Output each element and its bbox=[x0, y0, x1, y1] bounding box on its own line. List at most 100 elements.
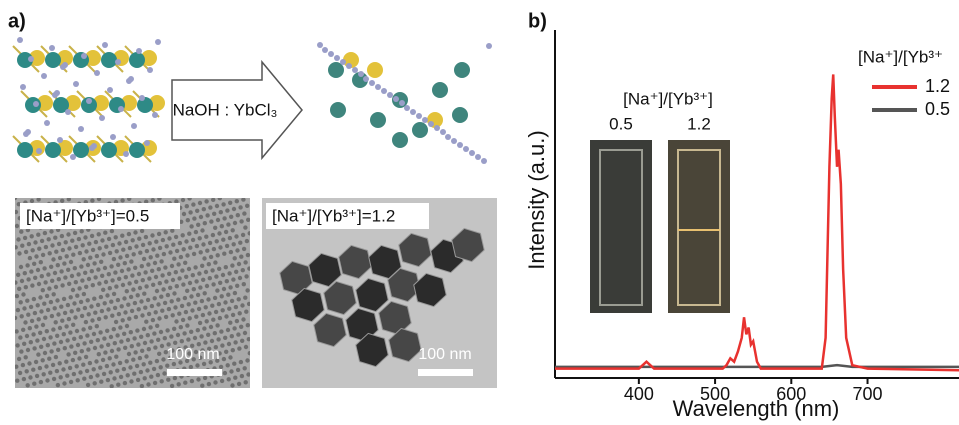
atom bbox=[45, 142, 61, 158]
particle bbox=[173, 376, 177, 380]
particle bbox=[67, 246, 71, 250]
particle bbox=[23, 271, 27, 275]
particle bbox=[240, 374, 244, 378]
particle bbox=[220, 379, 224, 383]
particle bbox=[234, 234, 238, 238]
particle bbox=[29, 305, 33, 309]
particle bbox=[32, 346, 36, 350]
particle bbox=[73, 351, 77, 355]
particle bbox=[77, 237, 81, 241]
particle bbox=[103, 266, 107, 270]
atom bbox=[107, 87, 113, 93]
particle bbox=[93, 311, 97, 315]
particle bbox=[108, 356, 112, 360]
particle bbox=[99, 380, 103, 384]
particle bbox=[245, 204, 249, 208]
particle bbox=[109, 335, 113, 339]
particle bbox=[72, 301, 76, 305]
particle bbox=[94, 359, 98, 363]
particle bbox=[157, 316, 161, 320]
scale-label: 100 nm bbox=[418, 346, 471, 363]
particle bbox=[44, 364, 48, 368]
particle bbox=[183, 381, 187, 385]
atom bbox=[440, 129, 446, 135]
particle bbox=[155, 359, 159, 363]
particle bbox=[31, 368, 35, 372]
particle bbox=[166, 293, 170, 297]
particle bbox=[104, 280, 108, 284]
particle bbox=[105, 364, 109, 368]
particle bbox=[64, 360, 68, 364]
particle bbox=[121, 283, 125, 287]
particle bbox=[51, 257, 55, 261]
particle bbox=[209, 255, 213, 259]
particle bbox=[187, 232, 191, 236]
particle bbox=[63, 311, 67, 315]
particle bbox=[193, 301, 197, 305]
atom bbox=[86, 98, 92, 104]
particle bbox=[213, 260, 217, 264]
particle bbox=[133, 266, 137, 270]
atom bbox=[110, 134, 116, 140]
particle bbox=[213, 296, 217, 300]
particle bbox=[245, 358, 249, 362]
atom bbox=[23, 131, 29, 137]
particle bbox=[217, 231, 221, 235]
inset-label: 1.2 bbox=[687, 114, 711, 133]
atom bbox=[41, 73, 47, 79]
particle bbox=[179, 325, 183, 329]
particle bbox=[60, 234, 64, 238]
particle bbox=[168, 250, 172, 254]
particle bbox=[100, 309, 104, 313]
particle bbox=[157, 196, 161, 200]
particle bbox=[99, 295, 103, 299]
particle bbox=[186, 218, 190, 222]
particle bbox=[106, 378, 110, 382]
particle bbox=[198, 236, 202, 240]
particle bbox=[202, 326, 206, 330]
particle bbox=[208, 276, 212, 280]
particle bbox=[107, 237, 111, 241]
particle bbox=[81, 243, 85, 247]
particle bbox=[159, 295, 163, 299]
particle bbox=[213, 331, 217, 335]
particle bbox=[112, 376, 116, 380]
particle bbox=[245, 288, 249, 292]
particle bbox=[142, 257, 146, 261]
particle bbox=[125, 254, 129, 258]
particle bbox=[130, 273, 134, 277]
particle bbox=[179, 255, 183, 259]
particle bbox=[120, 304, 124, 308]
particle bbox=[50, 243, 54, 247]
particle bbox=[101, 288, 105, 292]
particle bbox=[128, 246, 132, 250]
particle bbox=[187, 267, 191, 271]
particle bbox=[16, 308, 20, 312]
particle bbox=[80, 229, 84, 233]
particle bbox=[105, 329, 109, 333]
particle bbox=[245, 239, 249, 243]
particle bbox=[192, 216, 196, 220]
particle bbox=[224, 265, 228, 269]
particle bbox=[164, 230, 168, 234]
particle bbox=[127, 352, 131, 356]
particle bbox=[170, 384, 174, 388]
particle bbox=[135, 364, 139, 368]
atom bbox=[70, 154, 76, 160]
atom bbox=[330, 102, 346, 118]
atom bbox=[451, 138, 457, 144]
atom bbox=[49, 45, 55, 51]
particle bbox=[15, 294, 19, 298]
particle bbox=[155, 289, 159, 293]
particle bbox=[243, 331, 247, 335]
particle bbox=[152, 331, 156, 335]
particle bbox=[185, 253, 189, 257]
atom bbox=[475, 154, 481, 160]
particle bbox=[213, 380, 217, 384]
particle bbox=[196, 223, 200, 227]
particle bbox=[148, 325, 152, 329]
atom bbox=[334, 55, 340, 61]
particle bbox=[201, 278, 205, 282]
particle bbox=[180, 304, 184, 308]
particle bbox=[246, 372, 250, 376]
